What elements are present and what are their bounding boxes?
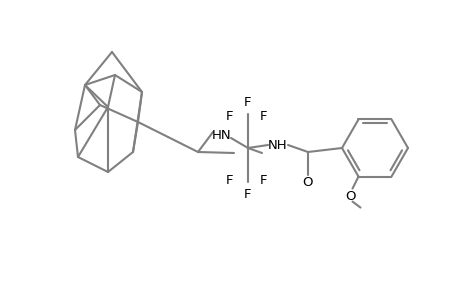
Text: O: O (302, 176, 313, 188)
Text: F: F (244, 95, 251, 109)
Text: NH: NH (268, 139, 287, 152)
Text: O: O (345, 190, 355, 203)
Text: F: F (244, 188, 251, 200)
Text: HN: HN (212, 128, 231, 142)
Text: F: F (260, 110, 267, 122)
Text: F: F (226, 173, 233, 187)
Text: F: F (260, 173, 267, 187)
Text: F: F (226, 110, 233, 122)
